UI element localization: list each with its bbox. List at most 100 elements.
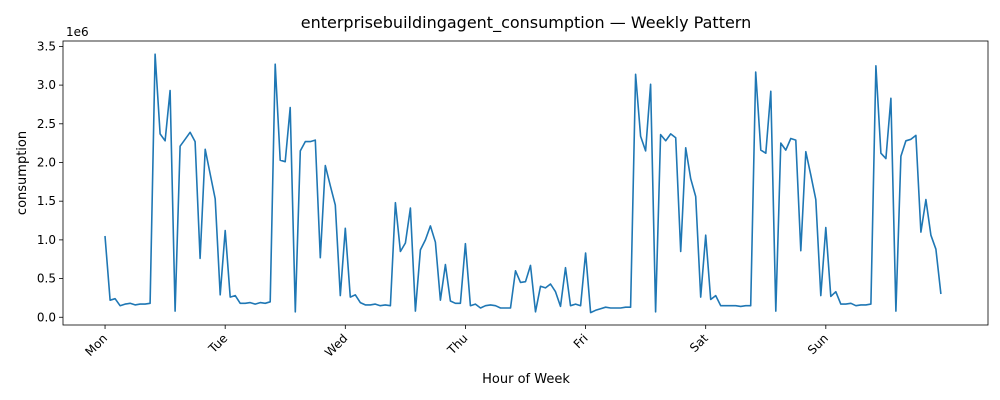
series-line — [104, 53, 942, 314]
data-point — [404, 242, 406, 244]
data-point — [134, 304, 136, 306]
data-point — [249, 301, 251, 303]
data-point — [940, 293, 942, 295]
data-point — [830, 295, 832, 297]
data-point — [229, 296, 231, 298]
data-point — [159, 133, 161, 135]
data-point — [795, 139, 797, 141]
data-point — [685, 147, 687, 149]
y-tick-label: 3.5 — [37, 39, 56, 53]
data-point — [690, 178, 692, 180]
data-point — [509, 307, 511, 309]
data-point — [209, 173, 211, 175]
data-point — [895, 310, 897, 312]
data-point — [614, 307, 616, 309]
data-point — [604, 306, 606, 308]
data-point — [499, 307, 501, 309]
data-point — [569, 305, 571, 307]
data-point — [870, 303, 872, 305]
data-point — [329, 185, 331, 187]
data-point — [835, 291, 837, 293]
data-point — [449, 300, 451, 302]
data-point — [790, 137, 792, 139]
data-point — [720, 305, 722, 307]
data-point — [409, 207, 411, 209]
data-point — [504, 307, 506, 309]
data-point — [349, 296, 351, 298]
data-point — [334, 204, 336, 206]
data-point — [680, 250, 682, 252]
data-point — [880, 152, 882, 154]
data-point — [675, 137, 677, 139]
data-point — [364, 304, 366, 306]
data-point — [885, 157, 887, 159]
data-point — [469, 305, 471, 307]
data-point — [139, 303, 141, 305]
data-point — [700, 296, 702, 298]
data-point — [529, 264, 531, 266]
data-point — [484, 305, 486, 307]
data-point — [875, 65, 877, 67]
data-point — [775, 310, 777, 312]
y-tick-label: 2.0 — [37, 155, 56, 169]
y-tick-label: 3.0 — [37, 78, 56, 92]
data-point — [104, 235, 106, 237]
data-point — [474, 303, 476, 305]
data-point — [745, 305, 747, 307]
data-point — [149, 302, 151, 304]
data-point — [780, 142, 782, 144]
data-point — [244, 302, 246, 304]
data-point — [324, 164, 326, 166]
data-point — [294, 311, 296, 313]
data-point — [199, 257, 201, 259]
data-point — [715, 294, 717, 296]
data-point — [594, 309, 596, 311]
data-point — [489, 304, 491, 306]
data-point — [524, 281, 526, 283]
data-point — [599, 308, 601, 310]
data-point — [710, 298, 712, 300]
data-point — [369, 304, 371, 306]
data-point — [339, 294, 341, 296]
data-point — [379, 305, 381, 307]
data-point — [619, 307, 621, 309]
data-point — [124, 303, 126, 305]
data-point — [194, 140, 196, 142]
data-point — [665, 140, 667, 142]
data-point — [419, 249, 421, 251]
data-point — [254, 303, 256, 305]
data-point — [399, 250, 401, 252]
data-point — [119, 305, 121, 307]
data-point — [389, 305, 391, 307]
data-point — [174, 310, 176, 312]
data-point — [314, 139, 316, 141]
data-point — [695, 195, 697, 197]
data-point — [539, 285, 541, 287]
data-point — [584, 252, 586, 254]
data-point — [850, 302, 852, 304]
data-point — [289, 106, 291, 108]
data-point — [860, 304, 862, 306]
data-point — [179, 145, 181, 147]
data-point — [454, 302, 456, 304]
data-point — [479, 307, 481, 309]
data-point — [925, 198, 927, 200]
data-point — [204, 148, 206, 150]
data-point — [935, 248, 937, 250]
data-point — [920, 231, 922, 233]
data-point — [234, 294, 236, 296]
data-point — [840, 303, 842, 305]
data-point — [705, 234, 707, 236]
data-point — [900, 155, 902, 157]
data-point — [659, 133, 661, 135]
data-point — [344, 227, 346, 229]
data-point — [549, 283, 551, 285]
data-point — [239, 302, 241, 304]
data-point — [414, 310, 416, 312]
data-point — [304, 140, 306, 142]
data-point — [144, 303, 146, 305]
data-point — [284, 161, 286, 163]
y-tick-label: 0.5 — [37, 272, 56, 286]
data-point — [534, 311, 536, 313]
